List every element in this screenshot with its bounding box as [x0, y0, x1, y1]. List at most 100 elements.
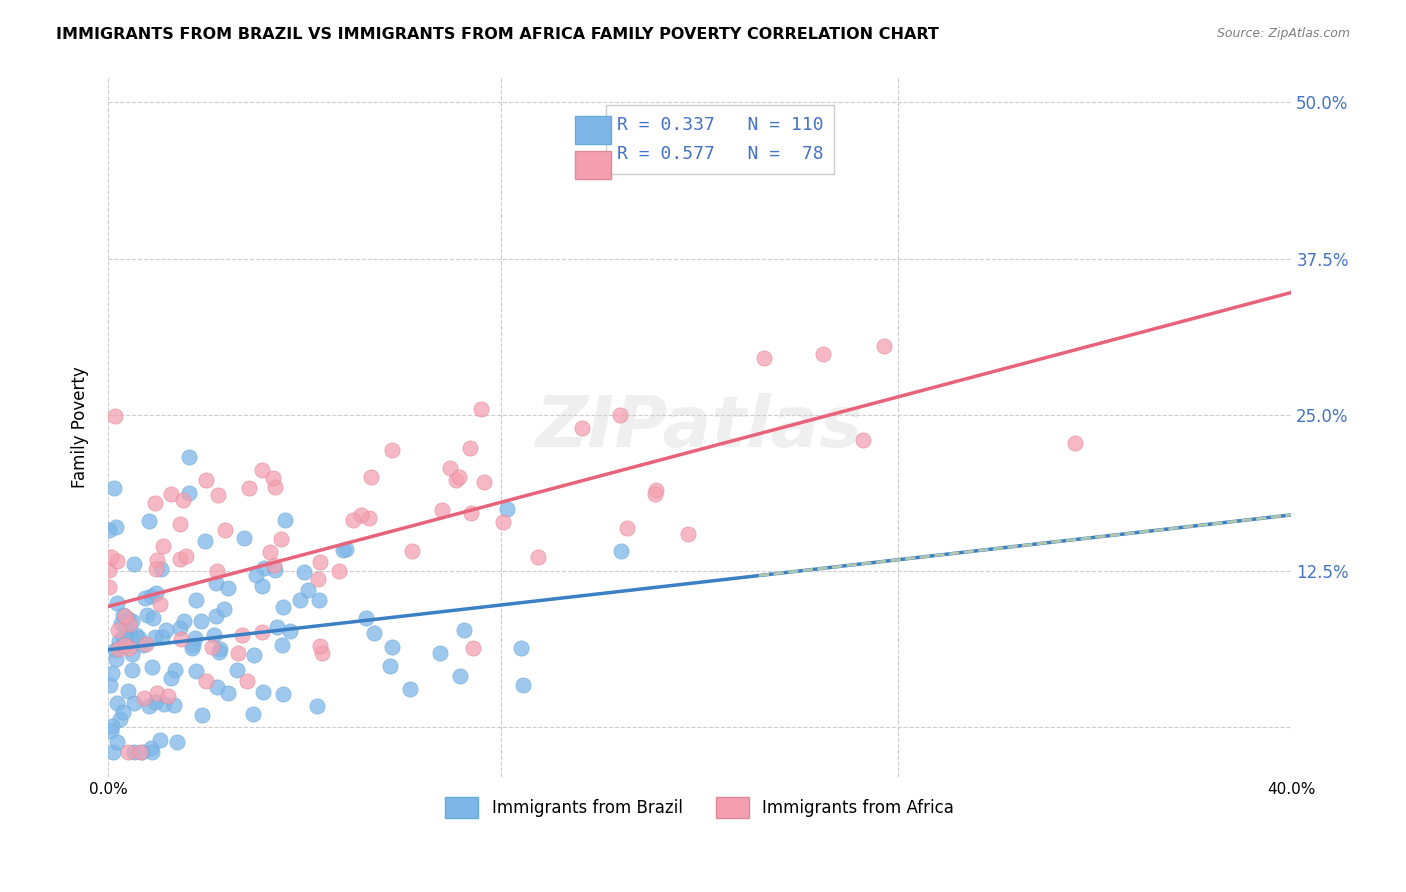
Point	[152, 697, 174, 711]
Point	[609, 408, 631, 422]
Point	[308, 555, 330, 569]
Point	[101, 718, 124, 732]
Point	[143, 695, 166, 709]
Point	[105, 595, 128, 609]
Point	[492, 515, 515, 529]
Point	[195, 674, 218, 689]
Point	[288, 593, 311, 607]
Point	[145, 562, 167, 576]
Point	[252, 685, 274, 699]
Point	[252, 579, 274, 593]
Point	[360, 470, 382, 484]
Point	[135, 637, 157, 651]
Point	[381, 443, 404, 458]
Point	[354, 611, 377, 625]
FancyBboxPatch shape	[575, 151, 612, 179]
Point	[129, 745, 152, 759]
Point	[297, 583, 319, 598]
Point	[107, 623, 129, 637]
Point	[212, 602, 235, 616]
Point	[118, 640, 141, 655]
Point	[142, 611, 165, 625]
Point	[107, 642, 129, 657]
Point	[110, 615, 132, 630]
Point	[184, 631, 207, 645]
Point	[357, 511, 380, 525]
Point	[305, 699, 328, 714]
Point	[152, 539, 174, 553]
Point	[292, 565, 315, 579]
Point	[235, 673, 257, 688]
Point	[120, 626, 142, 640]
Point	[263, 558, 285, 573]
Point	[610, 544, 633, 558]
Point	[266, 620, 288, 634]
Point	[271, 600, 294, 615]
Point	[439, 461, 461, 475]
Point	[139, 589, 162, 603]
Point	[204, 576, 226, 591]
Point	[166, 735, 188, 749]
Point	[157, 690, 180, 704]
Point	[250, 463, 273, 477]
Point	[143, 496, 166, 510]
Point	[100, 550, 122, 565]
Point	[169, 517, 191, 532]
Point	[811, 347, 834, 361]
Point	[242, 648, 264, 662]
Point	[112, 608, 135, 623]
Point	[100, 678, 122, 692]
Point	[616, 520, 638, 534]
Point	[1064, 436, 1087, 450]
Point	[242, 707, 264, 722]
Point	[510, 641, 533, 656]
Point	[177, 450, 200, 464]
Point	[873, 339, 896, 353]
Point	[172, 493, 194, 508]
Point	[461, 641, 484, 656]
Point	[350, 508, 373, 522]
Point	[231, 628, 253, 642]
Point	[201, 640, 224, 655]
Point	[155, 623, 177, 637]
Point	[401, 544, 423, 558]
Point	[108, 633, 131, 648]
Point	[208, 642, 231, 657]
Point	[104, 652, 127, 666]
Point	[131, 745, 153, 759]
Point	[121, 647, 143, 661]
Point	[429, 646, 451, 660]
Point	[205, 609, 228, 624]
Point	[118, 617, 141, 632]
Point	[644, 487, 666, 501]
Point	[103, 481, 125, 495]
Point	[122, 696, 145, 710]
Point	[571, 421, 593, 435]
Point	[98, 580, 121, 594]
Point	[270, 532, 292, 546]
Point	[121, 663, 143, 677]
Point	[238, 481, 260, 495]
Point	[309, 639, 332, 653]
Point	[194, 534, 217, 549]
Point	[453, 623, 475, 637]
Point	[170, 632, 193, 647]
Point	[271, 687, 294, 701]
Point	[460, 506, 482, 520]
Point	[307, 573, 329, 587]
Point	[139, 740, 162, 755]
Point	[108, 712, 131, 726]
Point	[111, 705, 134, 719]
Point	[117, 684, 139, 698]
Point	[159, 671, 181, 685]
Point	[141, 745, 163, 759]
Point	[132, 691, 155, 706]
Text: Source: ZipAtlas.com: Source: ZipAtlas.com	[1216, 27, 1350, 40]
Y-axis label: Family Poverty: Family Poverty	[72, 367, 89, 488]
Legend: Immigrants from Brazil, Immigrants from Africa: Immigrants from Brazil, Immigrants from …	[439, 791, 962, 824]
Point	[150, 630, 173, 644]
Point	[124, 745, 146, 759]
Point	[644, 483, 666, 497]
Point	[115, 631, 138, 645]
Point	[163, 698, 186, 713]
